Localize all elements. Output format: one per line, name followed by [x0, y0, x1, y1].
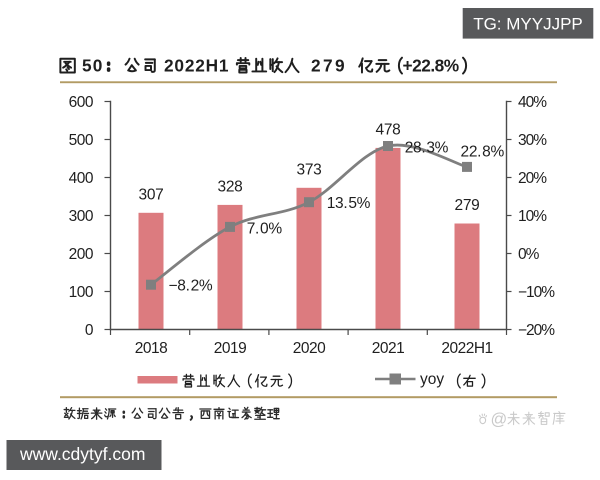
svg-text:yoy: yoy [420, 371, 444, 388]
svg-text:200: 200 [69, 246, 94, 263]
svg-text:+22.8%: +22.8% [403, 56, 459, 76]
svg-text:500: 500 [69, 132, 94, 149]
svg-text:30%: 30% [518, 132, 547, 149]
svg-text:2018: 2018 [135, 340, 167, 357]
svg-text:www.cdytyf.com: www.cdytyf.com [19, 444, 145, 464]
svg-text:2020: 2020 [293, 340, 326, 357]
svg-text:307: 307 [139, 187, 164, 204]
svg-text:400: 400 [69, 170, 94, 187]
svg-text:−8. 2%: −8. 2% [169, 277, 213, 294]
svg-text:22. 8%: 22. 8% [461, 143, 505, 160]
svg-text:373: 373 [297, 162, 322, 179]
svg-text:0: 0 [85, 322, 94, 339]
svg-text:20%: 20% [518, 170, 547, 187]
svg-text:2021: 2021 [372, 340, 404, 357]
svg-text:13. 5%: 13. 5% [327, 195, 371, 212]
svg-text:7. 0%: 7. 0% [247, 221, 283, 238]
svg-text:478: 478 [376, 122, 401, 139]
svg-text:279: 279 [455, 197, 480, 214]
svg-text:300: 300 [69, 208, 94, 225]
svg-text:40%: 40% [518, 94, 547, 111]
svg-text:−10%: −10% [518, 284, 555, 301]
svg-text:50: 50 [82, 56, 104, 76]
svg-text:28. 3%: 28. 3% [405, 139, 449, 156]
svg-text:TG: MYYJJPP: TG: MYYJJPP [473, 14, 583, 33]
svg-text:600: 600 [69, 94, 94, 111]
svg-text:328: 328 [218, 179, 243, 196]
svg-text:279: 279 [311, 56, 347, 76]
svg-text:2019: 2019 [214, 340, 246, 357]
svg-text:2022H1: 2022H1 [164, 56, 229, 76]
svg-text:0%: 0% [518, 246, 540, 263]
svg-text:10%: 10% [518, 208, 547, 225]
svg-text:@: @ [491, 411, 508, 429]
svg-text:2022H1: 2022H1 [441, 340, 492, 357]
svg-text:−20%: −20% [518, 322, 555, 339]
svg-text:100: 100 [69, 284, 94, 301]
